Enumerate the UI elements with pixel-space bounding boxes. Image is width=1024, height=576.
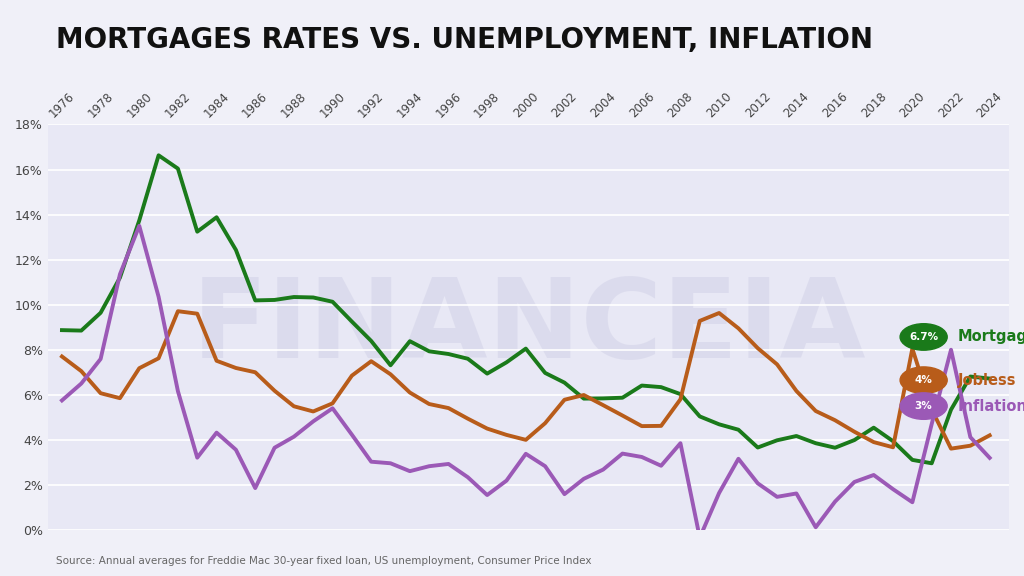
Text: Jobless: Jobless: [957, 373, 1016, 388]
Text: Mortgage: Mortgage: [957, 329, 1024, 344]
Text: Source: Annual averages for Freddie Mac 30-year fixed loan, US unemployment, Con: Source: Annual averages for Freddie Mac …: [56, 556, 592, 566]
Text: FINANCEIA: FINANCEIA: [191, 274, 866, 381]
Text: 6.7%: 6.7%: [909, 332, 938, 342]
Text: Inflation: Inflation: [957, 399, 1024, 414]
Text: 3%: 3%: [914, 401, 933, 411]
Text: MORTGAGES RATES VS. UNEMPLOYMENT, INFLATION: MORTGAGES RATES VS. UNEMPLOYMENT, INFLAT…: [56, 26, 873, 54]
Text: 4%: 4%: [914, 375, 933, 385]
